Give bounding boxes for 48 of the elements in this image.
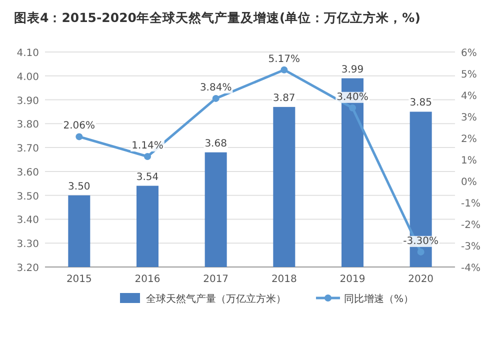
y2-tick-label: 4% <box>461 91 477 102</box>
y-tick-label: 4.00 <box>16 72 39 83</box>
point <box>144 152 151 160</box>
x-tick-label: 2016 <box>134 274 160 285</box>
y-tick-label: 3.40 <box>16 215 39 226</box>
y2-tick-label: -2% <box>461 220 480 231</box>
data-label: 1.14% <box>132 140 164 152</box>
point <box>212 94 220 102</box>
y2-tick-label: -4% <box>461 263 480 274</box>
y-tick-label: 3.20 <box>16 263 39 274</box>
y-tick-label: 3.50 <box>16 191 39 202</box>
y-tick-label: 4.10 <box>16 48 39 59</box>
data-label: 2.06% <box>63 120 96 132</box>
point <box>76 133 83 140</box>
y-tick-label: 3.30 <box>16 239 39 250</box>
data-label: 3.84% <box>200 82 232 94</box>
data-label: 3.85 <box>410 98 432 109</box>
data-label: 3.50 <box>68 181 90 192</box>
x-tick-label: 2020 <box>408 274 434 285</box>
data-label: 3.68 <box>204 138 227 150</box>
data-label: 3.40% <box>336 92 368 103</box>
data-label: 3.99 <box>341 64 364 76</box>
y-tick-label: 3.80 <box>16 120 39 131</box>
x-tick-label: 2017 <box>203 274 229 285</box>
data-label: 5.17% <box>268 54 300 65</box>
y-tick-label: 3.60 <box>16 167 39 178</box>
y2-tick-label: 2% <box>461 134 477 145</box>
point <box>349 104 356 112</box>
legend-label: 全球天然气产量（万亿立方米） <box>146 293 286 305</box>
chart-title: 图表4：2015-2020年全球天然气产量及增速(单位：万亿立方米，%) <box>14 10 420 25</box>
y2-tick-label: 1% <box>461 156 477 166</box>
y2-tick-label: 0% <box>461 177 477 188</box>
x-tick-label: 2015 <box>66 274 92 285</box>
legend-label: 同比增速（%） <box>344 293 414 305</box>
data-label: 3.54 <box>136 172 159 183</box>
point <box>417 248 424 256</box>
point <box>280 66 288 74</box>
data-label: 3.87 <box>273 92 296 104</box>
x-tick-label: 2019 <box>340 274 366 285</box>
y-tick-label: 3.70 <box>16 144 39 155</box>
y2-tick-label: 5% <box>461 70 477 80</box>
y2-tick-label: -3% <box>461 242 480 252</box>
y-tick-label: 3.90 <box>16 96 39 107</box>
x-tick-label: 2018 <box>271 274 297 285</box>
y2-tick-label: 3% <box>461 112 477 124</box>
data-label: -3.30% <box>403 236 439 247</box>
y2-tick-label: -1% <box>461 198 480 210</box>
y2-tick-label: 6% <box>461 48 477 59</box>
